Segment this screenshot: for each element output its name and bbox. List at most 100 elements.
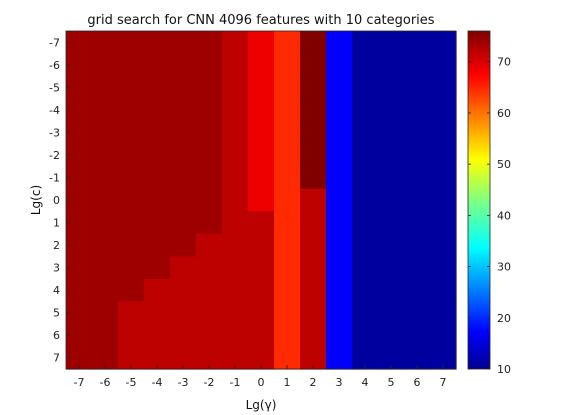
heatmap-cell (248, 301, 275, 325)
heatmap-cell (92, 233, 119, 257)
heatmap-cell (144, 121, 171, 145)
heatmap-cell (248, 53, 275, 77)
heatmap-cell (222, 301, 249, 325)
heatmap-cell (404, 278, 431, 302)
heatmap-cell (196, 166, 223, 190)
heatmap-cell (352, 98, 379, 122)
x-tick-label: -1 (230, 376, 241, 389)
heatmap-cell (326, 143, 353, 167)
heatmap-cell (326, 121, 353, 145)
heatmap-cell (326, 278, 353, 302)
heatmap-cell (430, 233, 457, 257)
heatmap-cell (118, 323, 145, 348)
heatmap-cell (196, 53, 223, 77)
heatmap-cell (352, 233, 379, 257)
heatmap-cell (66, 278, 93, 302)
heatmap-cell (170, 211, 197, 235)
heatmap-cell (430, 278, 457, 302)
heatmap-cell (66, 76, 93, 100)
heatmap-cell (326, 76, 353, 100)
y-tick-label: 2 (53, 239, 60, 252)
heatmap-cell (248, 323, 275, 348)
heatmap-cell (378, 233, 405, 257)
heatmap-cell (352, 301, 379, 325)
heatmap-cell (144, 256, 171, 280)
heatmap-cell (196, 301, 223, 325)
heatmap-cell (430, 98, 457, 122)
heatmap-cell (222, 166, 249, 190)
heatmap-cell (300, 346, 327, 370)
heatmap-cell (196, 98, 223, 122)
heatmap-cell (196, 256, 223, 280)
heatmap-cell (248, 233, 275, 257)
heatmap-cell (222, 121, 249, 145)
heatmap-cell (118, 211, 145, 235)
heatmap-cell (170, 346, 197, 370)
heatmap-cell (326, 233, 353, 257)
heatmap-cell (66, 31, 93, 55)
heatmap-cell (118, 53, 145, 77)
heatmap-cell (144, 76, 171, 100)
heatmap-cell (248, 76, 275, 100)
heatmap-cell (326, 188, 353, 212)
heatmap-cell (144, 166, 171, 190)
heatmap-cell (248, 143, 275, 167)
x-tick-label: 2 (310, 376, 317, 389)
heatmap-cell (170, 233, 197, 257)
heatmap-cell (118, 98, 145, 122)
heatmap-cell (378, 211, 405, 235)
heatmap-cell (170, 143, 197, 167)
heatmap-cell (326, 53, 353, 77)
y-tick-label: 1 (53, 217, 60, 230)
heatmap-cell (378, 31, 405, 55)
heatmap-cell (352, 188, 379, 212)
heatmap-cell (170, 166, 197, 190)
heatmap-cell (92, 53, 119, 77)
heatmap-cell (118, 346, 145, 370)
y-tick-label: 3 (53, 262, 60, 275)
heatmap-cell (326, 166, 353, 190)
heatmap-cell (144, 31, 171, 55)
y-tick-label: 0 (53, 194, 60, 207)
heatmap-cell (170, 98, 197, 122)
heatmap-cell (170, 121, 197, 145)
heatmap-cell (378, 256, 405, 280)
heatmap-cell (196, 121, 223, 145)
heatmap-cells (66, 31, 457, 370)
heatmap-cell (404, 211, 431, 235)
heatmap-cell (222, 143, 249, 167)
heatmap-cell (144, 211, 171, 235)
heatmap-cell (144, 323, 171, 348)
heatmap-cell (274, 346, 301, 370)
heatmap-cell (92, 98, 119, 122)
heatmap-cell (274, 188, 301, 212)
x-tick-label: 0 (258, 376, 265, 389)
heatmap-cell (274, 121, 301, 145)
heatmap-cell (404, 323, 431, 348)
heatmap-cell (300, 188, 327, 212)
heatmap-cell (274, 98, 301, 122)
heatmap-cell (352, 76, 379, 100)
heatmap-cell (352, 143, 379, 167)
y-tick-label: -5 (49, 81, 60, 94)
heatmap-cell (222, 346, 249, 370)
heatmap-cell (92, 121, 119, 145)
heatmap-cell (222, 256, 249, 280)
heatmap-cell (118, 233, 145, 257)
heatmap-cell (300, 166, 327, 190)
heatmap-cell (378, 53, 405, 77)
heatmap-cell (118, 76, 145, 100)
heatmap-cell (222, 278, 249, 302)
heatmap-cell (404, 121, 431, 145)
heatmap-cell (326, 256, 353, 280)
heatmap-cell (222, 31, 249, 55)
heatmap-cell (378, 98, 405, 122)
x-tick-label: 4 (362, 376, 369, 389)
heatmap-cell (352, 323, 379, 348)
heatmap-cell (170, 256, 197, 280)
heatmap-cell (66, 346, 93, 370)
heatmap-cell (222, 98, 249, 122)
heatmap-cell (118, 121, 145, 145)
heatmap-cell (430, 211, 457, 235)
colorbar-tick-label: 30 (497, 261, 511, 274)
